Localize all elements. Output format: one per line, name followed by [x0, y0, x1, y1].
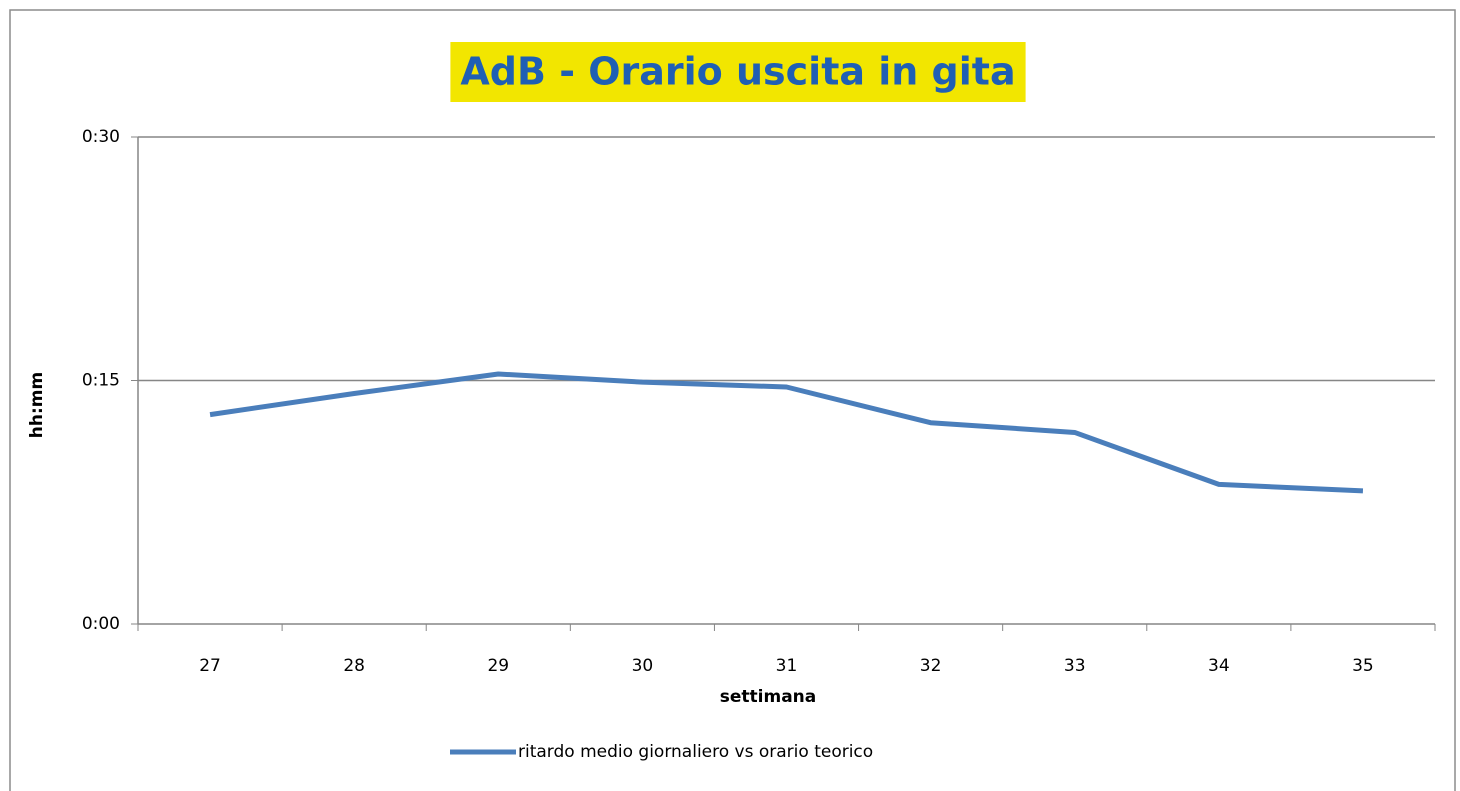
legend-label: ritardo medio giornaliero vs orario teor…: [518, 742, 873, 762]
x-tick-label: 27: [199, 656, 221, 676]
x-tick-label: 31: [776, 656, 798, 676]
title-background: [450, 42, 1026, 102]
x-tick-label: 28: [343, 656, 365, 676]
x-tick-label: 32: [920, 656, 942, 676]
chart-frame: [9, 9, 1456, 791]
x-axis-label: settimana: [720, 687, 817, 707]
y-tick-label: 0:30: [82, 127, 120, 147]
chart-title: AdB - Orario uscita in gita: [460, 50, 1015, 94]
x-tick-label: 35: [1352, 656, 1374, 676]
x-tick-label: 33: [1064, 656, 1086, 676]
y-tick-label: 0:15: [82, 371, 120, 391]
y-tick-label: 0:00: [82, 614, 120, 634]
x-tick-label: 29: [487, 656, 509, 676]
x-tick-label: 30: [632, 656, 654, 676]
x-tick-label: 34: [1208, 656, 1230, 676]
data-line: [209, 371, 1364, 494]
y-axis-label: hh:mm: [27, 372, 47, 438]
